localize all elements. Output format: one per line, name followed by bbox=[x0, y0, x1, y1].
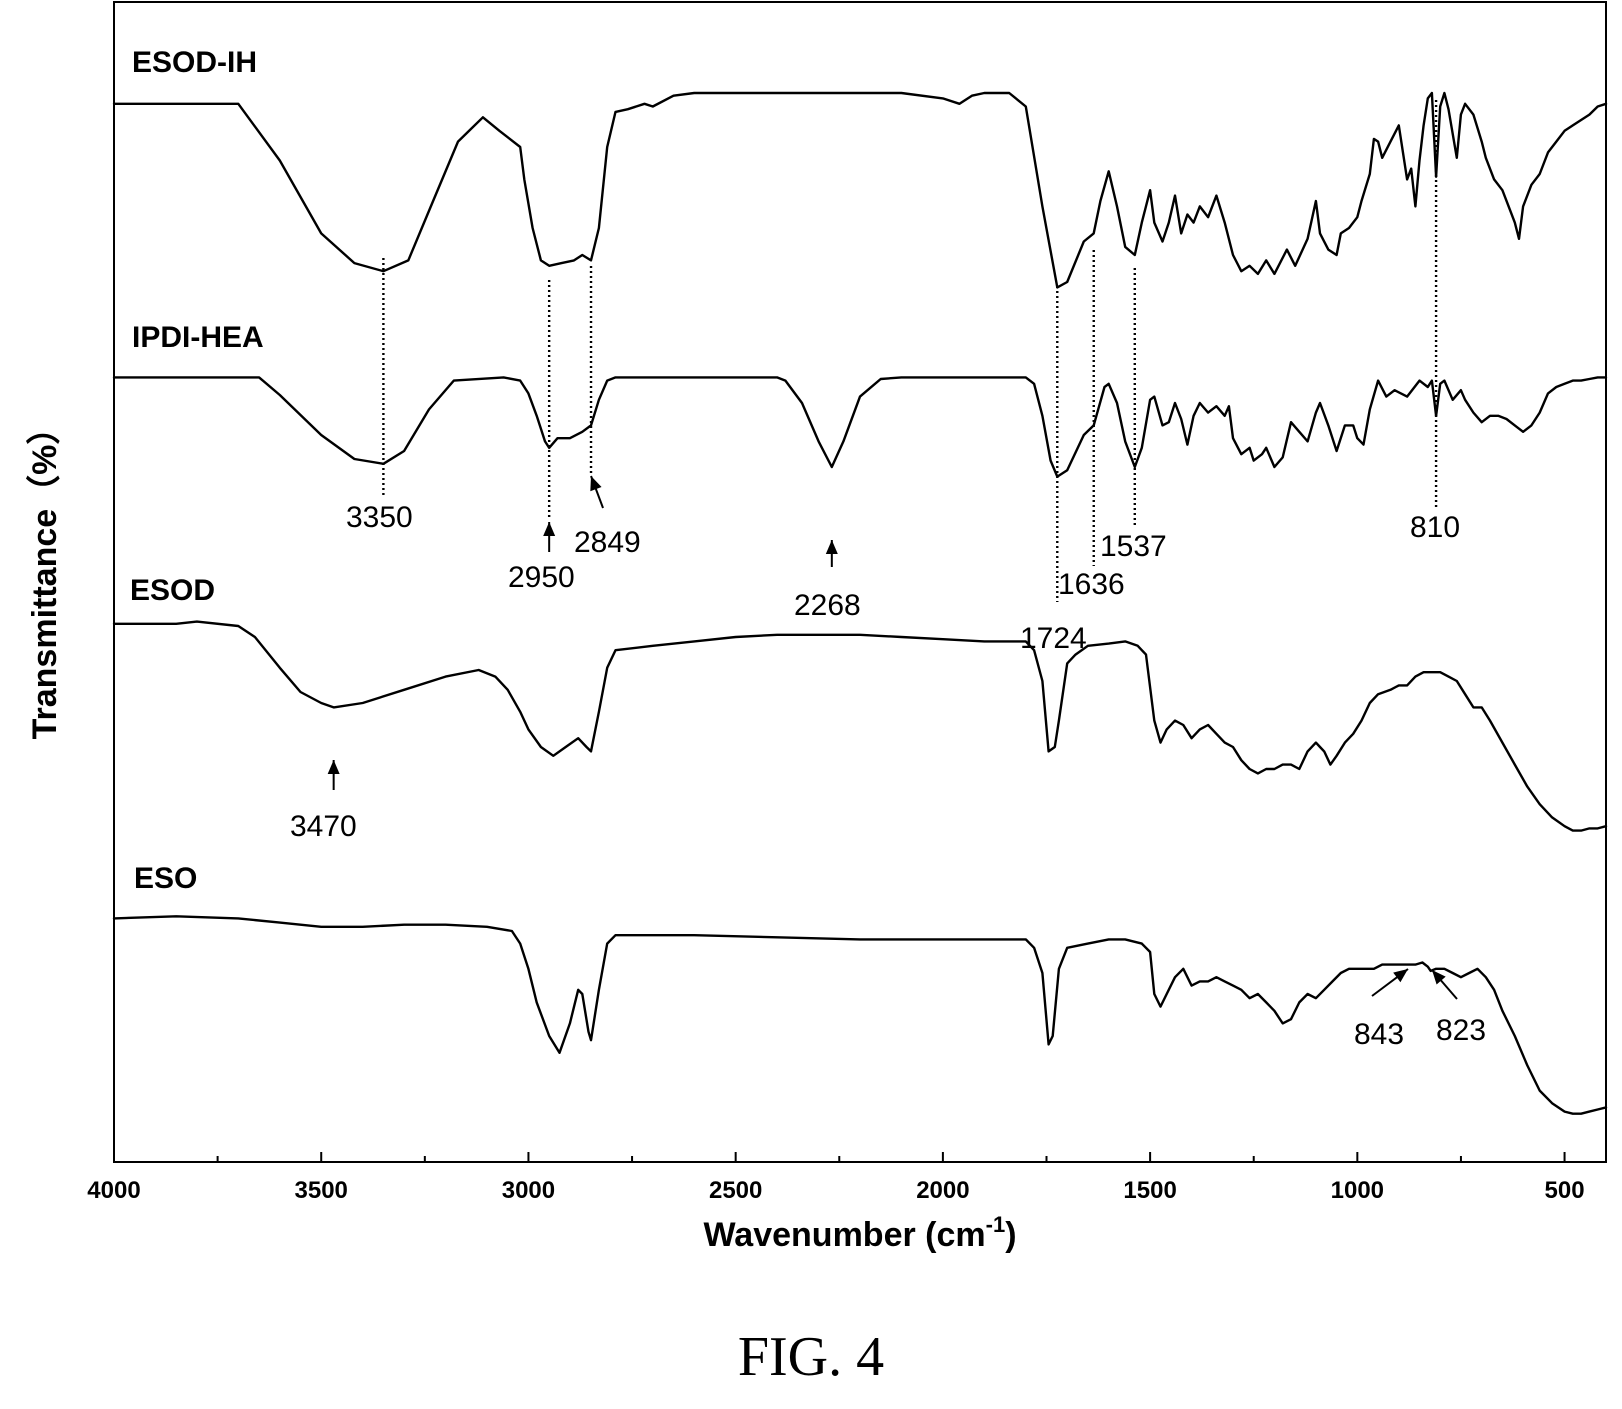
plot-frame bbox=[113, 1, 1607, 1163]
peak-label-1724: 1724 bbox=[1020, 622, 1087, 655]
peak-label-1537: 1537 bbox=[1100, 530, 1167, 563]
x-axis-ticks: 4000 3500 3000 2500 2000 1500 1000 500 bbox=[87, 1152, 1585, 1204]
peak-label-2268: 2268 bbox=[794, 589, 861, 622]
arrow-2849-head bbox=[590, 476, 602, 492]
x-tick-label-500: 500 bbox=[1545, 1177, 1585, 1204]
x-tick-label-1500: 1500 bbox=[1123, 1177, 1176, 1204]
x-tick-label-1000: 1000 bbox=[1331, 1177, 1384, 1204]
x-tick-label-3000: 3000 bbox=[502, 1177, 555, 1204]
x-tick-label-2500: 2500 bbox=[709, 1177, 762, 1204]
arrow-3470-head bbox=[327, 760, 340, 774]
y-axis-title: Transmittance（%） bbox=[25, 411, 64, 740]
arrow-823-head bbox=[1432, 970, 1446, 985]
peak-label-810: 810 bbox=[1410, 511, 1460, 544]
arrow-2950-head bbox=[543, 522, 556, 536]
peak-label-1636: 1636 bbox=[1058, 568, 1125, 601]
series-label-esod: ESOD bbox=[130, 574, 215, 607]
annotation-layer bbox=[327, 100, 1458, 1000]
x-tick-label-3500: 3500 bbox=[295, 1177, 348, 1204]
x-tick-label-4000: 4000 bbox=[87, 1177, 140, 1204]
series-label-ipdi-hea: IPDI-HEA bbox=[132, 321, 264, 354]
series-line-esod bbox=[112, 620, 1608, 832]
x-axis-title-main: Wavenumber (cm bbox=[703, 1216, 985, 1254]
peak-label-3350: 3350 bbox=[346, 501, 413, 534]
peak-label-823: 823 bbox=[1436, 1014, 1486, 1047]
arrow-2268-head bbox=[825, 540, 838, 554]
arrow-843-head bbox=[1393, 969, 1408, 983]
series-label-esod-ih: ESOD-IH bbox=[132, 46, 257, 79]
figure-caption: FIG. 4 bbox=[737, 1326, 885, 1388]
series-label-eso: ESO bbox=[134, 862, 197, 895]
x-axis-title: Wavenumber (cm-1) bbox=[703, 1212, 1016, 1254]
x-tick-label-2000: 2000 bbox=[916, 1177, 969, 1204]
peak-label-2849: 2849 bbox=[574, 526, 641, 559]
series-line-esod-ih bbox=[112, 91, 1608, 289]
peak-label-3470: 3470 bbox=[290, 810, 357, 843]
series-layer bbox=[112, 91, 1608, 1115]
series-line-eso bbox=[112, 915, 1608, 1115]
peak-label-843: 843 bbox=[1354, 1018, 1404, 1051]
x-axis-title-superscript: -1 bbox=[986, 1212, 1006, 1237]
peak-label-2950: 2950 bbox=[508, 561, 575, 594]
series-line-ipdi-hea bbox=[112, 376, 1608, 478]
x-axis-title-close: ) bbox=[1005, 1216, 1016, 1254]
